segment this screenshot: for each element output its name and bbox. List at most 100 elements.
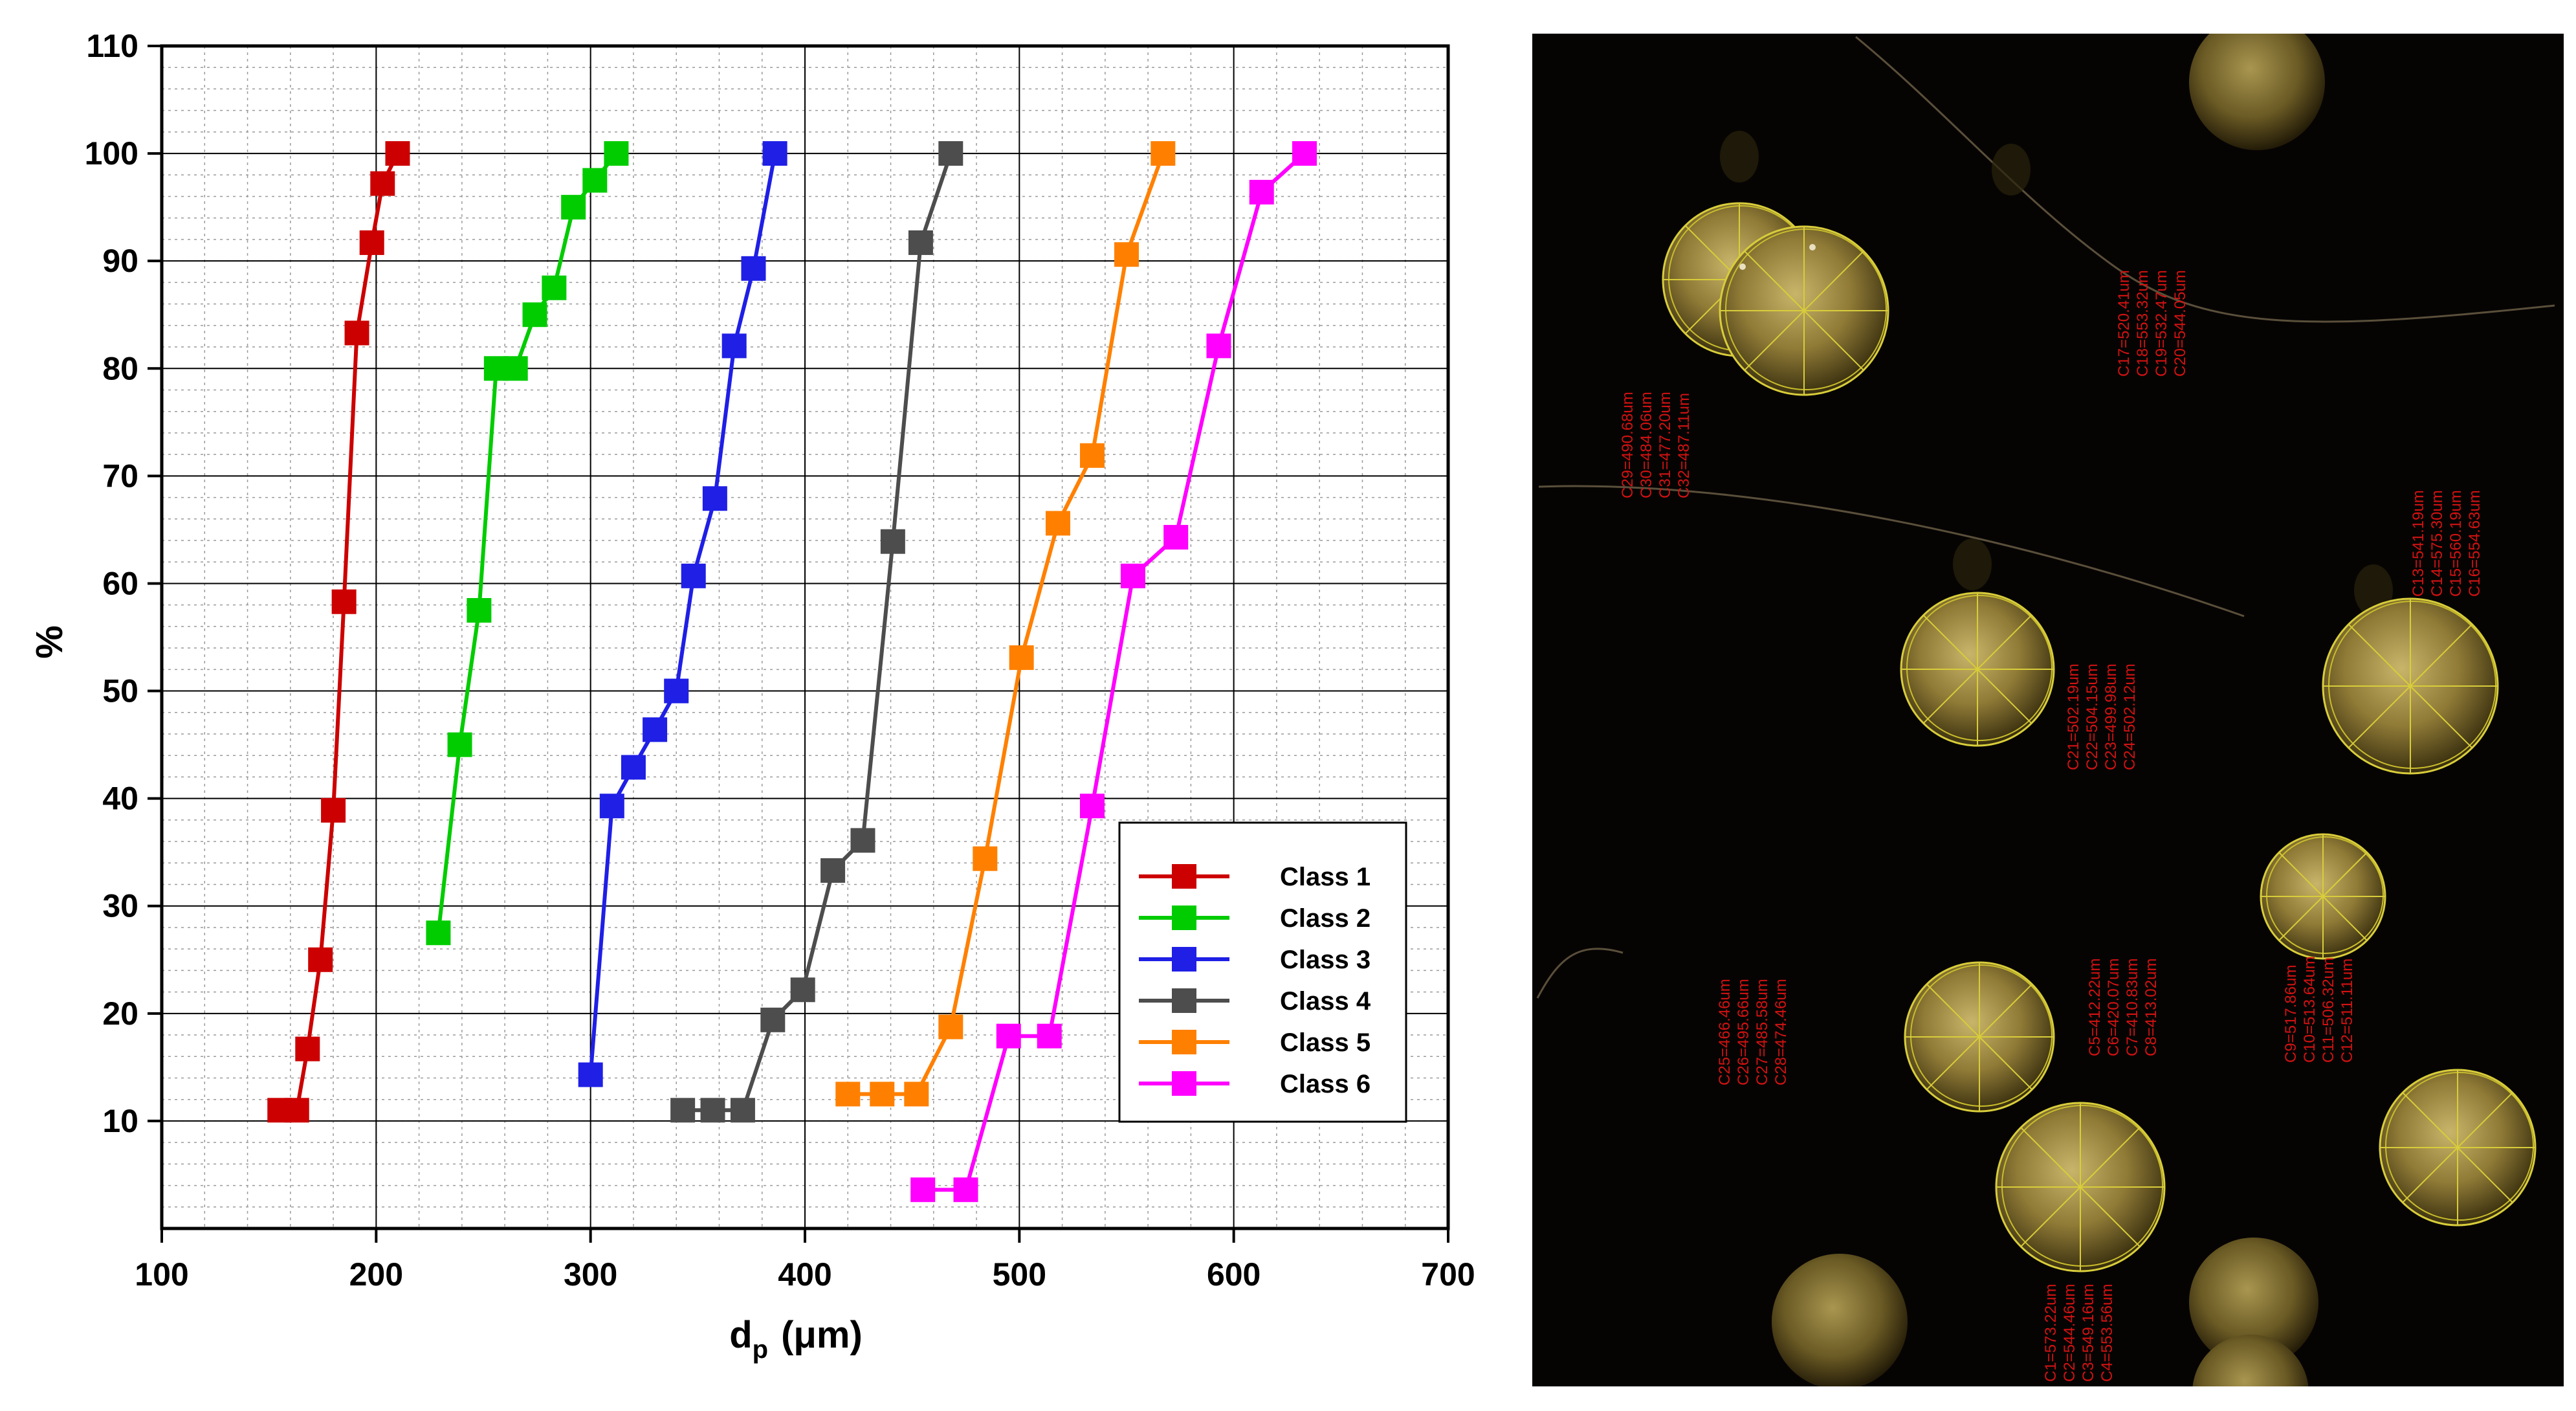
data-point (835, 1082, 861, 1107)
data-point (1150, 141, 1176, 166)
beads-measured (1662, 202, 2537, 1272)
diameter-line (1979, 983, 2033, 1038)
data-point (700, 1098, 725, 1123)
diameter-line (1744, 250, 1805, 311)
series-layer (267, 141, 1317, 1203)
x-axis-label-unit: (μm) (781, 1314, 863, 1356)
legend-label: Class 1 (1280, 863, 1371, 891)
data-point (1037, 1023, 1062, 1049)
legend-marker (1172, 947, 1196, 972)
data-point (790, 977, 815, 1003)
diameter-line (2410, 623, 2473, 687)
diameter-line (1977, 614, 2032, 670)
y-tick-label: 30 (102, 888, 138, 924)
data-point (582, 168, 608, 193)
y-axis-label: % (28, 625, 71, 659)
data-point (426, 920, 451, 946)
data-point (522, 302, 547, 328)
y-tick-label: 80 (102, 350, 138, 386)
series-line (848, 153, 1165, 1096)
diameter-line (2080, 1127, 2141, 1188)
series-class-6 (910, 141, 1317, 1203)
y-tick-label: 50 (102, 673, 138, 709)
diameter-line (1803, 310, 1864, 371)
data-point (1292, 141, 1317, 166)
diameter-line (2322, 896, 2368, 941)
diameter-line (1977, 669, 2032, 724)
measure-label-c29-32: C29=490.68um C30=484.06um C31=477.20um C… (1619, 392, 1693, 498)
measure-label-c5-8: C5=412.22um C6=420.07um C7=410.83um C8=4… (2086, 958, 2160, 1056)
diameter-line (2278, 852, 2324, 897)
data-point (1249, 179, 1274, 205)
diameter-line (1803, 250, 1864, 311)
data-point (604, 141, 629, 166)
measured-bead (1900, 592, 2055, 747)
data-point (561, 195, 586, 220)
beads-unmeasured (1720, 34, 2393, 1386)
legend: Class 1 Class 2 Class 3 Class 4 Class 5 Class… (1118, 821, 1407, 1123)
legend-label: Class 5 (1280, 1028, 1371, 1057)
data-point (1206, 333, 1231, 359)
axis-tick-labels: 100 200 300 400 500 600 700 10 20 30 40 50 60 70 80 90 1… (85, 28, 1475, 1293)
data-point (910, 1177, 936, 1203)
data-point (996, 1023, 1021, 1049)
x-tick-label: 300 (564, 1256, 617, 1293)
data-point (447, 732, 472, 757)
data-point (938, 141, 963, 166)
fibers (1536, 36, 2555, 999)
measured-bead (2260, 833, 2386, 960)
y-tick-label: 110 (86, 28, 138, 64)
data-point (762, 141, 787, 166)
y-tick-label: 70 (102, 458, 138, 494)
legend-label: Class 4 (1280, 987, 1371, 1016)
data-point (1120, 563, 1145, 588)
data-point (681, 563, 706, 588)
data-point (904, 1082, 929, 1107)
chart-panel: 100 200 300 400 500 600 700 10 20 30 40 50 60 70 80 90 1… (28, 28, 1475, 1364)
data-point (331, 589, 357, 614)
diameter-line (2080, 1186, 2141, 1247)
data-point (503, 356, 528, 381)
series-class-2 (426, 141, 629, 946)
measured-bead (1904, 961, 2055, 1113)
measure-label-c17-20: C17=520.41um C18=553.32um C19=532.47um C… (2115, 270, 2189, 377)
data-point (702, 486, 727, 511)
data-point (599, 794, 624, 819)
series-line (280, 152, 400, 1113)
fit-circle (1906, 595, 2053, 741)
fit-circle (1910, 964, 2053, 1107)
series-line (436, 152, 618, 933)
measure-label-c21-24: C21=502.19um C22=504.15um C23=499.98um C… (2065, 663, 2139, 770)
data-point (880, 529, 905, 554)
data-point (542, 275, 567, 300)
legend-marker (1172, 988, 1196, 1013)
x-tick-label: 400 (778, 1256, 831, 1293)
diameter-line (2402, 1147, 2458, 1203)
axis-ticks (148, 45, 1449, 1243)
series-class-1 (267, 141, 410, 1123)
data-point (664, 678, 689, 704)
diameter-line (2348, 623, 2411, 687)
data-point (308, 947, 333, 972)
data-point (621, 755, 646, 780)
data-point (370, 171, 395, 196)
photo-drawing (1532, 34, 2564, 1386)
fit-circle (2001, 1105, 2163, 1267)
data-point (385, 141, 410, 166)
data-point (730, 1098, 755, 1123)
diameter-line (1926, 1036, 1980, 1091)
data-point (643, 717, 668, 742)
data-point (1079, 443, 1105, 468)
data-point (284, 1098, 309, 1123)
data-point (467, 597, 492, 623)
data-point (1009, 645, 1034, 671)
measure-label-c9-12: C9=517.86um C10=513.64um C11=506.32um C1… (2282, 956, 2356, 1063)
diameter-line (2278, 896, 2324, 941)
data-point (760, 1007, 786, 1032)
x-axis-label-subscript: p (753, 1335, 768, 1364)
x-tick-label: 200 (349, 1256, 403, 1293)
measure-label-c25-28: C25=466.46um C26=495.66um C27=485.58um C… (1716, 979, 1790, 1085)
data-point (850, 828, 875, 853)
series-class-5 (835, 141, 1176, 1107)
measured-bead (2322, 597, 2499, 775)
